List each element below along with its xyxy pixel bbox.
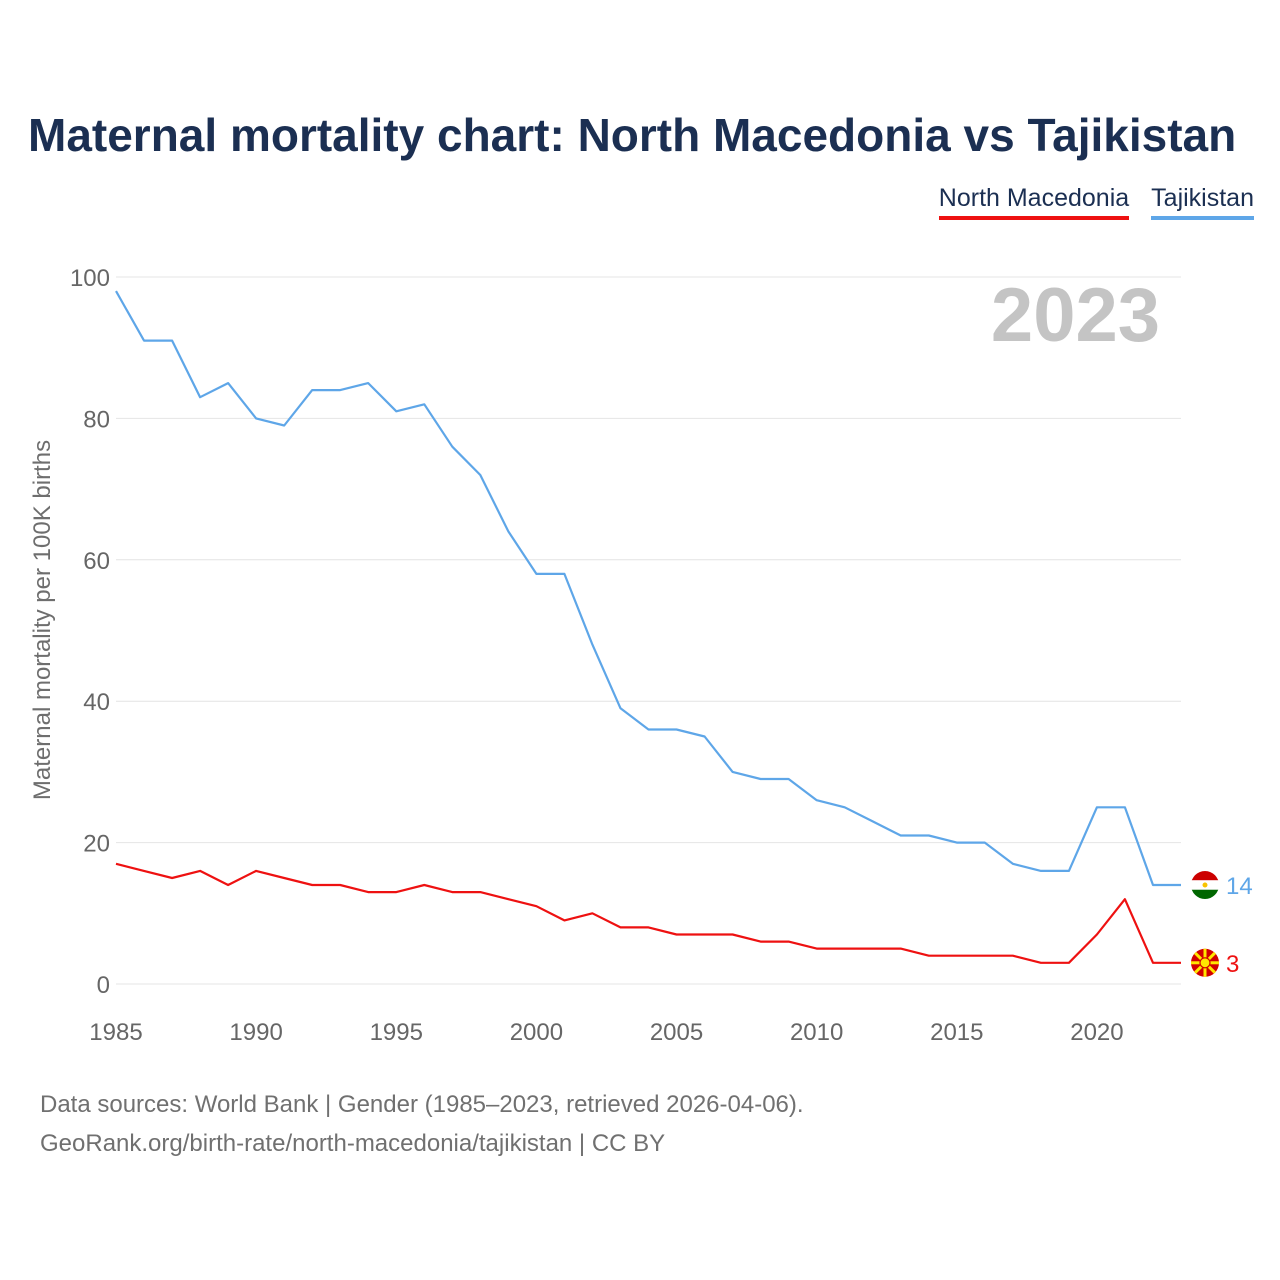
x-tick-label: 2015 [930, 1019, 983, 1046]
grid-lines [116, 276, 1181, 985]
chart-title: Maternal mortality chart: North Macedoni… [28, 109, 1237, 161]
series-line-north-macedonia[interactable] [115, 862, 1181, 964]
y-tick-label: 100 [70, 265, 110, 292]
end-value-label-north-macedonia: 3 [1226, 951, 1239, 978]
source-url-text[interactable]: GeoRank.org/birth-rate/north-macedonia/t… [40, 1130, 666, 1157]
legend-item-north-macedonia[interactable]: North Macedonia [938, 183, 1130, 220]
x-tick-label: 2005 [650, 1019, 703, 1046]
y-tick-label: 80 [83, 406, 110, 433]
series-lines [115, 290, 1181, 964]
x-tick-label: 2000 [510, 1019, 563, 1046]
line-chart: 0 20 40 60 80 100 1985 1990 1995 2000 2005 2010 201… [29, 265, 1253, 1046]
y-tick-label: 0 [97, 972, 110, 999]
y-tick-label: 40 [83, 689, 110, 716]
legend: North Macedonia Tajikistan [938, 183, 1254, 220]
flag-icon-north-macedonia [1191, 948, 1219, 977]
x-tick-label: 2010 [790, 1019, 843, 1046]
end-markers: 14 3 [1191, 871, 1253, 978]
y-tick-label: 60 [83, 548, 110, 575]
year-label: 2023 [991, 273, 1160, 358]
x-axis-ticks: 1985 1990 1995 2000 2005 2010 2015 2020 [89, 1019, 1123, 1046]
flag-icon-tajikistan [1191, 871, 1219, 900]
end-value-label-tajikistan: 14 [1226, 873, 1253, 900]
y-tick-label: 20 [83, 831, 110, 858]
footer: Data sources: World Bank | Gender (1985–… [40, 1085, 804, 1163]
legend-item-tajikistan[interactable]: Tajikistan [1151, 183, 1254, 220]
x-tick-label: 2020 [1070, 1019, 1123, 1046]
x-tick-label: 1990 [229, 1019, 282, 1046]
x-tick-label: 1995 [370, 1019, 423, 1046]
data-source-text: Data sources: World Bank | Gender (1985–… [40, 1091, 804, 1118]
y-axis-ticks: 0 20 40 60 80 100 [70, 265, 110, 999]
series-line-tajikistan[interactable] [115, 290, 1181, 887]
y-axis-label: Maternal mortality per 100K births [29, 440, 56, 800]
x-tick-label: 1985 [89, 1019, 142, 1046]
